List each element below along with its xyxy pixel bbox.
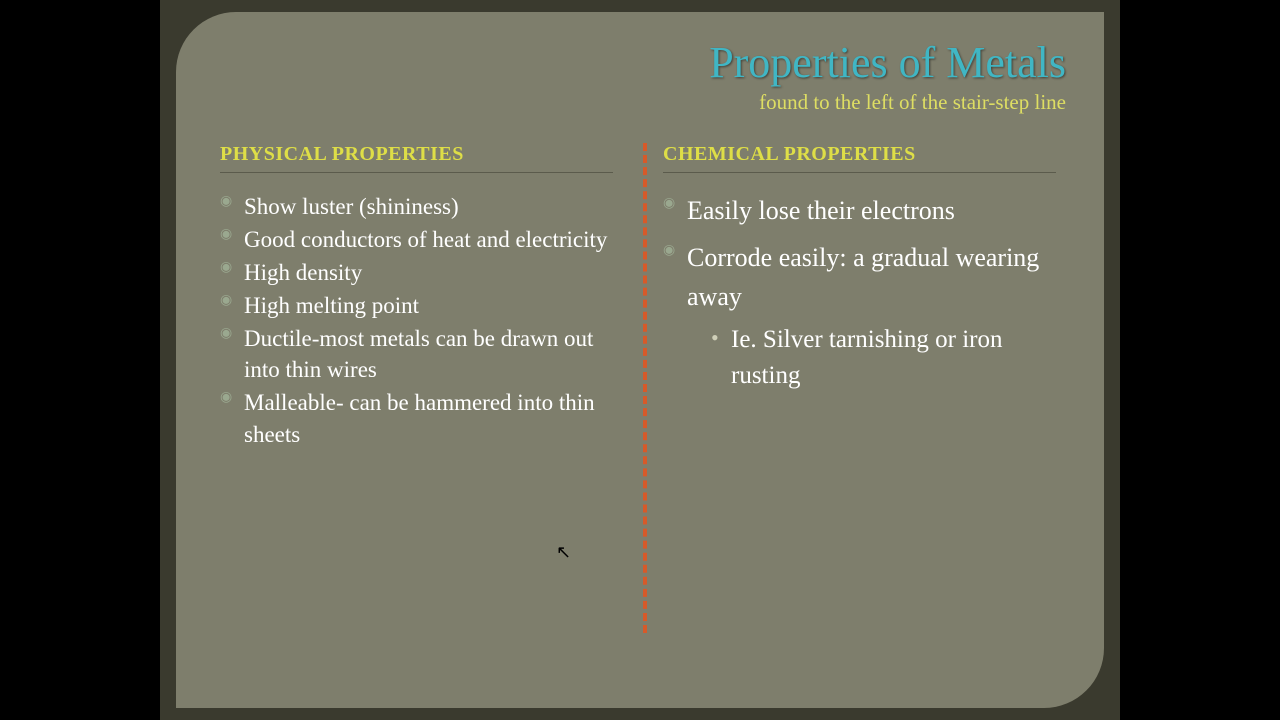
column-divider	[643, 143, 647, 633]
list-item: Corrode easily: a gradual wearing away I…	[663, 238, 1056, 395]
sub-list-item: Ie. Silver tarnishing or iron rusting	[687, 322, 1056, 395]
right-column: CHEMICAL PROPERTIES Easily lose their el…	[633, 143, 1066, 683]
slide: Properties of Metals found to the left o…	[176, 12, 1104, 708]
list-item: High melting point	[220, 290, 613, 321]
list-item: Show luster (shininess)	[220, 191, 613, 222]
sub-list: Ie. Silver tarnishing or iron rusting	[687, 322, 1056, 395]
slide-title: Properties of Metals	[220, 40, 1066, 86]
right-list: Easily lose their electrons Corrode easi…	[663, 191, 1056, 395]
list-item: Good conductors of heat and electricity	[220, 224, 613, 255]
list-item: Ductile-most metals can be drawn out int…	[220, 323, 613, 385]
right-heading: CHEMICAL PROPERTIES	[663, 143, 1056, 173]
slide-subtitle: found to the left of the stair-step line	[220, 90, 1066, 115]
columns: PHYSICAL PROPERTIES Show luster (shinine…	[220, 143, 1066, 683]
list-item-text: Corrode easily: a gradual wearing away	[687, 243, 1039, 311]
list-item: High density	[220, 257, 613, 288]
left-column: PHYSICAL PROPERTIES Show luster (shinine…	[220, 143, 633, 683]
left-list: Show luster (shininess) Good conductors …	[220, 191, 613, 449]
list-item: Malleable- can be hammered into thin she…	[220, 387, 613, 449]
left-heading: PHYSICAL PROPERTIES	[220, 143, 613, 173]
list-item: Easily lose their electrons	[663, 191, 1056, 230]
slide-frame: Properties of Metals found to the left o…	[160, 0, 1120, 720]
